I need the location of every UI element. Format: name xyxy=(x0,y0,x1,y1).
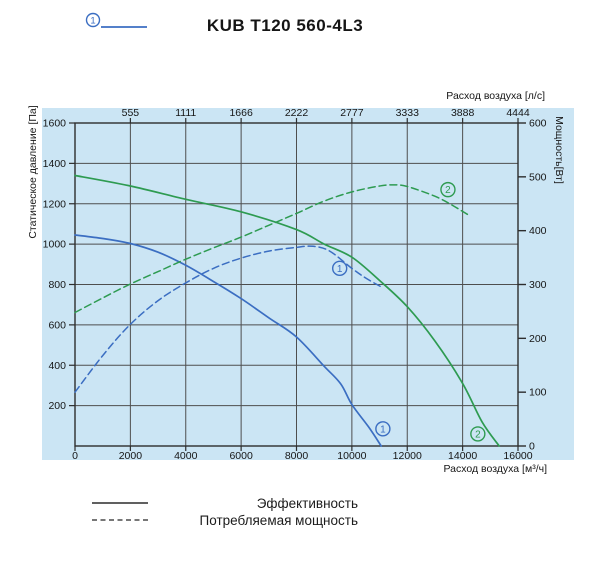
tick-label-x-top: 3333 xyxy=(396,107,420,119)
tick-label-y-left: 600 xyxy=(48,319,66,331)
axis-title-top: Расход воздуха [л/с] xyxy=(446,90,545,102)
curve-marker-circle-icon xyxy=(375,421,391,437)
tick-label-x-bottom: 14000 xyxy=(448,450,477,462)
legend-label-power: Потребляемая мощность xyxy=(200,513,358,528)
tick-label-y-left: 800 xyxy=(48,279,66,291)
tick-label-x-bottom: 0 xyxy=(72,450,78,462)
curve-power-1 xyxy=(74,245,383,393)
page-title: KUB T120 560-4L3 xyxy=(207,16,363,35)
title-series-marker: 1 xyxy=(85,12,147,28)
tick-label-x-top: 3888 xyxy=(451,107,475,119)
tick-label-x-top: 2777 xyxy=(340,107,364,119)
chart-plot-area: 0 2000 4000 6000 8000 10000 12000 14000 16000555… xyxy=(43,107,547,462)
curve-power-2 xyxy=(74,184,471,314)
tick-label-y-left: 400 xyxy=(48,360,66,372)
curve-marker-number: 1 xyxy=(337,264,343,275)
curve-marker-circle-icon xyxy=(331,260,348,277)
tick-label-x-top: 1666 xyxy=(229,107,253,119)
tick-label-y-left: 1600 xyxy=(43,118,67,130)
tick-label-y-left: 1000 xyxy=(43,239,67,251)
tick-label-y-right: 200 xyxy=(529,333,547,345)
tick-label-y-right: 0 xyxy=(529,441,535,453)
curve-marker-number: 2 xyxy=(445,185,451,196)
curve-marker-circle-icon xyxy=(440,181,456,198)
tick-label-y-right: 600 xyxy=(529,118,547,130)
tick-label-x-bottom: 4000 xyxy=(174,450,198,462)
tick-label-x-top: 555 xyxy=(122,107,140,119)
tick-label-x-bottom: 8000 xyxy=(285,450,309,462)
curve-marker-number: 2 xyxy=(475,429,481,440)
axis-title-left: Статическое давление [Па] xyxy=(27,105,39,238)
tick-label-y-right: 500 xyxy=(529,171,547,183)
series-1-marker-circle-icon xyxy=(85,12,101,28)
tick-label-x-bottom: 2000 xyxy=(119,450,143,462)
tick-label-x-bottom: 12000 xyxy=(393,450,422,462)
curve-marker-number: 1 xyxy=(380,424,386,435)
tick-label-x-top: 2222 xyxy=(285,107,309,119)
tick-label-y-right: 400 xyxy=(529,225,547,237)
series-1-marker-number: 1 xyxy=(90,16,95,27)
axis-title-right: Мощность[Вт] xyxy=(553,116,565,184)
legend-label-efficiency: Эффективность xyxy=(257,496,358,511)
tick-label-y-right: 300 xyxy=(529,279,547,291)
axis-title-bottom: Расход воздуха [м³/ч] xyxy=(444,463,548,475)
tick-label-y-right: 100 xyxy=(529,387,547,399)
tick-label-x-bottom: 10000 xyxy=(337,450,366,462)
tick-label-y-left: 200 xyxy=(48,400,66,412)
curve-pressure-2 xyxy=(74,174,501,447)
tick-label-x-top: 1111 xyxy=(175,107,196,119)
curve-pressure-1 xyxy=(74,234,383,447)
legend: Эффективность Потребляемая мощность xyxy=(92,496,358,528)
tick-label-x-bottom: 6000 xyxy=(229,450,253,462)
curve-marker-circle-icon xyxy=(470,426,486,442)
tick-label-x-top: 4444 xyxy=(506,107,530,119)
tick-label-y-left: 1200 xyxy=(43,198,67,210)
tick-label-x-bottom: 16000 xyxy=(503,450,532,462)
tick-label-y-left: 1400 xyxy=(43,158,67,170)
